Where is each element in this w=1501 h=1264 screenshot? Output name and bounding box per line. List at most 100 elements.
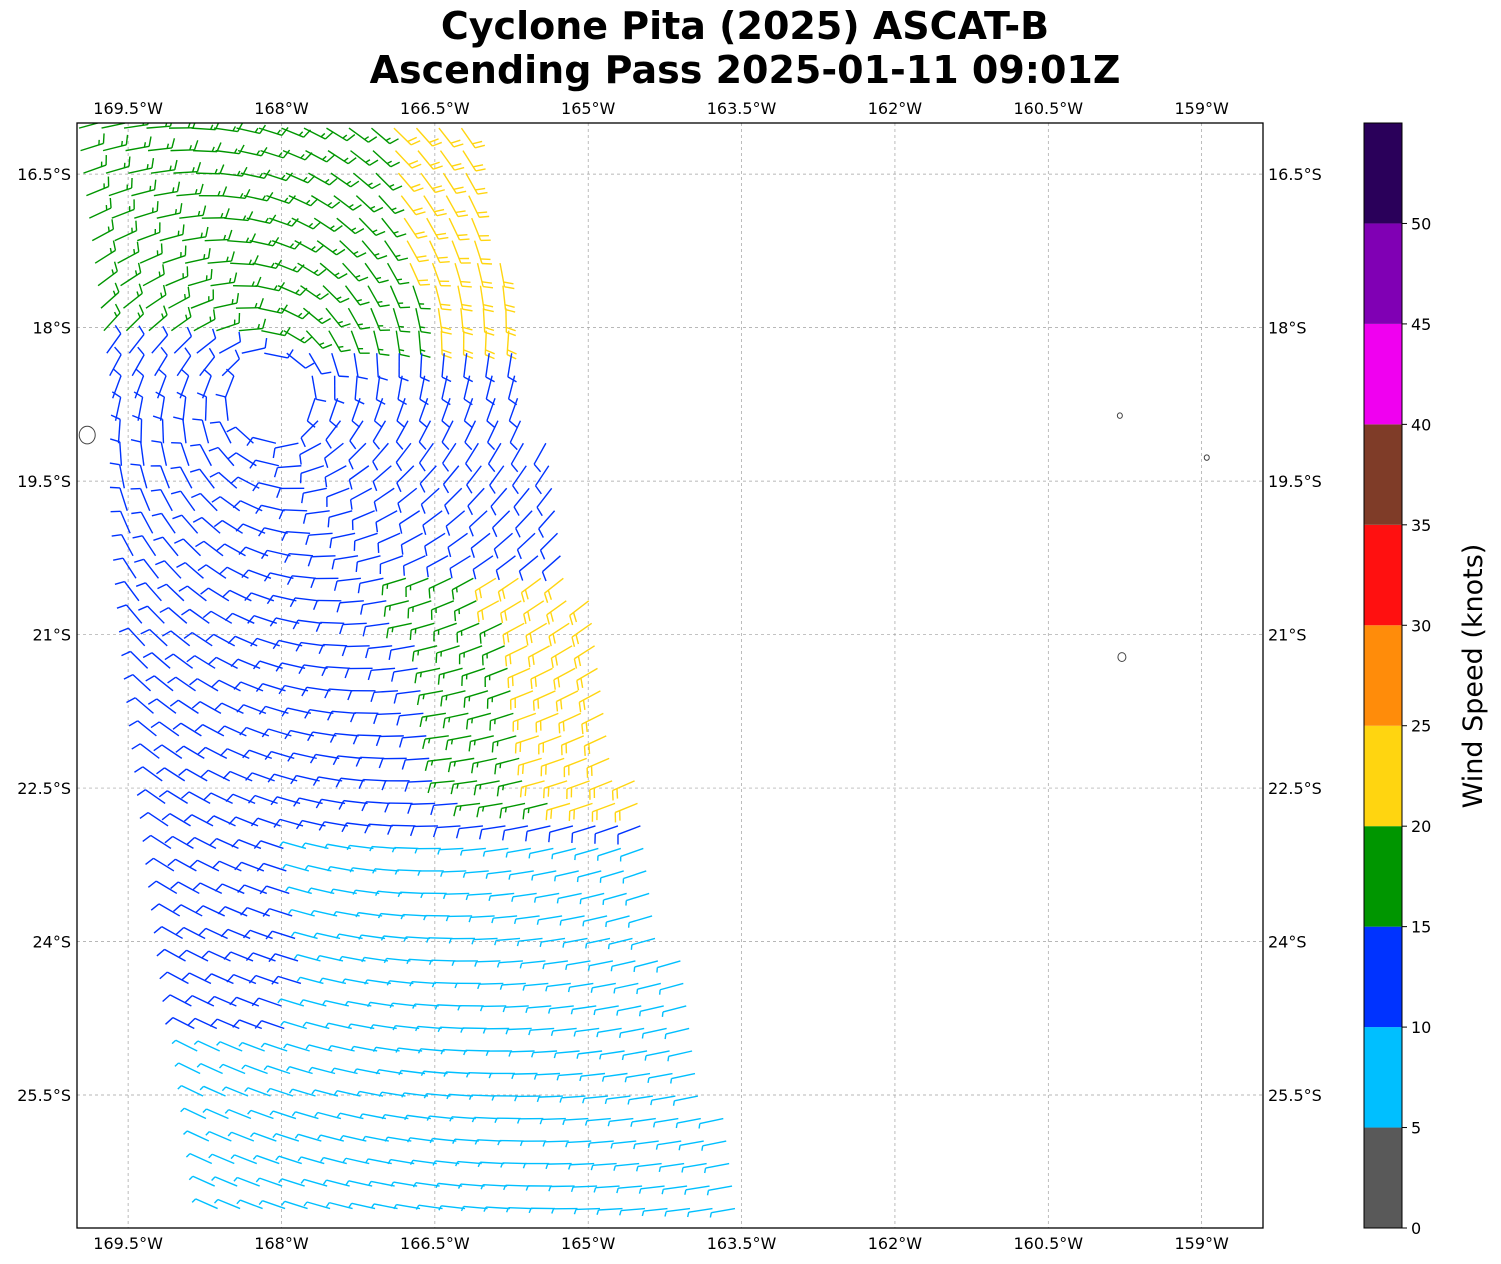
wind-barb: [507, 667, 531, 689]
wind-barb: [468, 915, 495, 923]
wind-barb: [258, 527, 288, 537]
barb-half-flag: [330, 1067, 335, 1073]
barb-flag: [236, 704, 245, 713]
barb-shaft: [160, 442, 168, 466]
barb-flag: [391, 671, 395, 682]
wind-barb: [569, 600, 590, 626]
wind-barb: [338, 799, 368, 810]
barb-flag: [159, 971, 168, 980]
barb-shaft: [396, 1203, 421, 1210]
wind-barb: [291, 217, 322, 230]
barb-half-flag: [511, 896, 514, 902]
wind-barb: [616, 1005, 642, 1016]
barb-half-flag: [374, 253, 380, 257]
barb-shaft: [372, 465, 392, 483]
barb-shaft: [142, 273, 165, 287]
barb-shaft: [536, 487, 553, 508]
wind-barb: [333, 375, 345, 404]
wind-barb: [198, 927, 228, 940]
wind-barb: [491, 915, 518, 924]
barb-shaft: [419, 690, 444, 696]
wind-barb: [284, 552, 314, 563]
barb-shaft: [224, 396, 229, 421]
barb-flag: [327, 710, 333, 721]
barb-half-flag: [480, 1184, 484, 1190]
barb-half-flag: [641, 1033, 644, 1039]
barb-shaft: [477, 1139, 502, 1142]
barb-flag: [130, 463, 141, 466]
barb-flag: [226, 974, 235, 983]
barb-half-flag: [494, 1117, 498, 1124]
barb-flag: [250, 817, 259, 827]
barb-shaft: [311, 1066, 336, 1075]
wind-barb: [288, 908, 315, 917]
barb-shaft: [508, 397, 519, 422]
barb-shaft: [430, 780, 455, 784]
wind-barb: [403, 936, 431, 942]
wind-barb: [546, 600, 567, 625]
barb-shaft: [109, 354, 122, 377]
barb-shaft: [284, 684, 309, 692]
barb-shaft: [139, 743, 160, 759]
barb-shaft: [507, 375, 516, 400]
barb-half-flag: [364, 1158, 369, 1164]
barb-flag: [453, 143, 464, 148]
wind-barb: [305, 532, 333, 545]
wind-barb: [704, 1162, 730, 1174]
wind-barb: [370, 1203, 398, 1210]
barb-shaft: [631, 937, 656, 946]
wind-barb: [322, 285, 350, 304]
barb-shaft: [246, 726, 270, 737]
wind-barb: [324, 688, 354, 699]
lon-tick-label-top: 163.5°W: [707, 99, 777, 118]
barb-half-flag: [346, 845, 351, 851]
wind-barb: [442, 172, 467, 195]
barb-shaft: [344, 285, 361, 306]
barb-half-flag: [420, 892, 424, 899]
wind-barb: [678, 1140, 704, 1151]
colorbar-tick-label: 15: [1411, 918, 1431, 937]
barb-flag: [470, 548, 475, 558]
barb-flag: [225, 793, 234, 803]
barb-half-flag: [279, 841, 284, 847]
barb-flag: [126, 697, 136, 704]
barb-flag: [389, 138, 399, 145]
barb-half-flag: [367, 182, 373, 187]
barb-shaft: [476, 960, 501, 963]
barb-flag: [571, 636, 576, 647]
wind-barb: [638, 1005, 664, 1017]
barb-shaft: [175, 1039, 198, 1052]
wind-barb: [159, 607, 188, 624]
barb-flag: [159, 607, 169, 614]
barb-flag: [139, 812, 149, 819]
wind-barb: [468, 195, 490, 218]
barb-shaft: [592, 982, 616, 989]
barb-flag: [441, 349, 452, 354]
barb-half-flag: [281, 174, 286, 180]
wind-barb: [430, 802, 458, 816]
barb-shaft: [125, 145, 150, 152]
barb-shaft: [428, 937, 453, 940]
barb-shaft: [241, 1041, 265, 1052]
barb-flag: [530, 678, 533, 689]
barb-half-flag: [463, 1050, 467, 1056]
barb-half-flag: [365, 159, 371, 163]
barb-shaft: [399, 712, 424, 717]
colorbar-segment: [1364, 926, 1402, 1028]
barb-shaft: [371, 667, 396, 671]
barb-flag: [349, 440, 357, 450]
wind-barb: [351, 510, 375, 531]
barb-flag: [186, 655, 196, 663]
wind-barb: [599, 1050, 625, 1060]
barb-half-flag: [485, 873, 489, 879]
barb-half-flag: [508, 1051, 512, 1057]
barb-half-flag: [471, 718, 474, 724]
wind-barb: [581, 712, 604, 735]
wind-barb: [434, 1004, 462, 1010]
barb-shaft: [221, 358, 240, 377]
wind-barb: [150, 721, 180, 737]
wind-barb: [462, 870, 489, 878]
barb-flag: [135, 368, 145, 377]
barb-shaft: [433, 622, 457, 633]
wind-barb: [384, 1136, 412, 1142]
